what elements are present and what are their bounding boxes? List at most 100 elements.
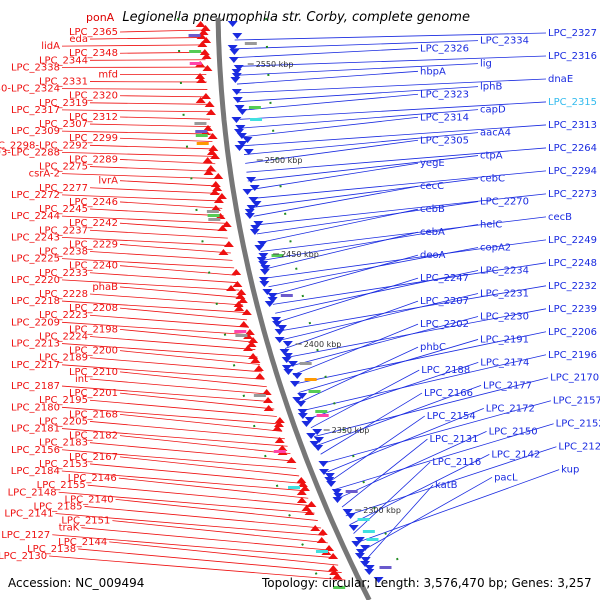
reverse-gene-arrow[interactable]: [232, 97, 243, 103]
left-gene-label[interactable]: LPC_2330-LPC_2324: [0, 84, 60, 95]
right-gene-label[interactable]: hbpA: [420, 66, 446, 77]
reverse-gene-arrow[interactable]: [351, 541, 362, 547]
forward-gene-arrow[interactable]: [198, 29, 209, 35]
forward-gene-arrow[interactable]: [233, 301, 244, 307]
forward-gene-arrow[interactable]: [204, 101, 215, 107]
right-gene-label[interactable]: aacA4: [480, 128, 511, 139]
forward-gene-arrow[interactable]: [299, 485, 310, 491]
reverse-gene-arrow[interactable]: [253, 221, 264, 227]
forward-gene-arrow[interactable]: [306, 501, 317, 507]
reverse-gene-arrow[interactable]: [249, 229, 260, 235]
forward-gene-arrow[interactable]: [304, 509, 315, 515]
forward-gene-arrow[interactable]: [237, 297, 248, 303]
right-gene-label[interactable]: LPC_2234: [480, 265, 529, 276]
forward-gene-arrow[interactable]: [274, 437, 285, 443]
forward-gene-arrow[interactable]: [263, 397, 274, 403]
reverse-gene-arrow[interactable]: [237, 141, 248, 147]
reverse-gene-arrow[interactable]: [258, 253, 269, 259]
right-gene-label[interactable]: LPC_2230: [480, 311, 529, 322]
left-gene-label[interactable]: LPC_2245: [39, 204, 88, 215]
forward-gene-arrow[interactable]: [242, 345, 253, 351]
reverse-gene-arrow[interactable]: [242, 137, 253, 143]
forward-gene-arrow[interactable]: [208, 145, 219, 151]
reverse-gene-arrow[interactable]: [234, 105, 245, 111]
reverse-gene-arrow[interactable]: [248, 197, 259, 203]
reverse-gene-arrow[interactable]: [227, 45, 238, 51]
reverse-gene-arrow[interactable]: [274, 329, 285, 335]
right-gene-label[interactable]: copA2: [480, 243, 511, 254]
left-gene-label[interactable]: LPC_2275: [39, 162, 88, 173]
forward-gene-arrow[interactable]: [297, 481, 308, 487]
right-gene-label[interactable]: LPC_2313: [548, 120, 597, 131]
right-gene-label[interactable]: cebC: [480, 174, 505, 185]
forward-gene-arrow[interactable]: [273, 421, 284, 427]
reverse-gene-arrow[interactable]: [289, 381, 300, 387]
left-gene-label[interactable]: LPC_2365: [69, 27, 118, 38]
forward-gene-arrow[interactable]: [234, 305, 245, 311]
left-gene-label[interactable]: LPC_2233: [39, 268, 88, 279]
forward-gene-arrow[interactable]: [226, 285, 237, 291]
reverse-gene-arrow[interactable]: [313, 445, 324, 451]
reverse-gene-arrow[interactable]: [233, 129, 244, 135]
left-gene-label[interactable]: LPC_2331: [39, 77, 88, 88]
reverse-gene-arrow[interactable]: [287, 361, 298, 367]
forward-gene-arrow[interactable]: [296, 489, 307, 495]
reverse-gene-arrow[interactable]: [279, 349, 290, 355]
reverse-gene-arrow[interactable]: [227, 21, 238, 27]
right-gene-label[interactable]: LPC_2152: [556, 419, 600, 430]
left-gene-label[interactable]: LPC_2289: [69, 154, 118, 165]
left-gene-label[interactable]: mfd: [98, 69, 118, 80]
reverse-gene-arrow[interactable]: [292, 397, 303, 403]
left-gene-label[interactable]: LPC_2338: [11, 62, 60, 73]
left-gene-label[interactable]: LPC_2167: [69, 452, 118, 463]
forward-gene-arrow[interactable]: [201, 37, 212, 43]
forward-gene-arrow[interactable]: [328, 553, 339, 559]
left-gene-label[interactable]: LPC_2185: [33, 501, 82, 512]
left-gene-label[interactable]: LPC_2229: [69, 239, 118, 250]
left-gene-label[interactable]: LPC_2298-LPC_2292: [0, 140, 88, 151]
reverse-gene-arrow[interactable]: [272, 321, 283, 327]
forward-gene-arrow[interactable]: [241, 309, 252, 315]
left-gene-label[interactable]: LPC_2146: [68, 473, 117, 484]
right-gene-label[interactable]: LPC_2191: [480, 334, 529, 345]
right-gene-label[interactable]: cebA: [420, 227, 445, 238]
reverse-gene-arrow[interactable]: [244, 213, 255, 219]
right-gene-label[interactable]: LPC_2305: [420, 135, 469, 146]
forward-gene-arrow[interactable]: [218, 249, 229, 255]
forward-gene-arrow[interactable]: [223, 241, 234, 247]
reverse-gene-arrow[interactable]: [267, 297, 278, 303]
left-gene-label[interactable]: LPC_2224: [39, 331, 88, 342]
reverse-gene-arrow[interactable]: [348, 525, 359, 531]
reverse-gene-arrow[interactable]: [258, 261, 269, 267]
right-gene-label[interactable]: LPC_2315: [548, 97, 597, 108]
left-gene-label[interactable]: LPC_2218: [11, 296, 60, 307]
reverse-gene-arrow[interactable]: [297, 393, 308, 399]
left-gene-label[interactable]: LPC_2317: [11, 105, 60, 116]
left-gene-label[interactable]: LPC_2184: [11, 466, 60, 477]
right-gene-label[interactable]: deoA: [420, 250, 446, 261]
forward-gene-arrow[interactable]: [213, 173, 224, 179]
reverse-gene-arrow[interactable]: [256, 257, 267, 263]
right-gene-label[interactable]: cebB: [420, 204, 445, 215]
right-gene-label[interactable]: LPC_2270: [480, 197, 529, 208]
right-gene-label[interactable]: LPC_2150: [489, 426, 538, 437]
forward-gene-arrow[interactable]: [209, 189, 220, 195]
forward-gene-arrow[interactable]: [231, 269, 242, 275]
right-gene-label[interactable]: LPC_2273: [548, 189, 597, 200]
forward-gene-arrow[interactable]: [203, 169, 214, 175]
forward-gene-arrow[interactable]: [195, 73, 206, 79]
forward-gene-arrow[interactable]: [206, 149, 217, 155]
left-gene-label[interactable]: LPC_2148: [8, 487, 57, 498]
left-gene-label[interactable]: LPC_2277: [39, 183, 88, 194]
forward-gene-arrow[interactable]: [217, 225, 228, 231]
forward-gene-arrow[interactable]: [332, 573, 343, 579]
left-gene-label[interactable]: LPC_2141: [4, 509, 53, 520]
forward-gene-arrow[interactable]: [205, 165, 216, 171]
left-gene-label[interactable]: LPC_2348: [69, 48, 118, 59]
reverse-gene-arrow[interactable]: [312, 429, 323, 435]
left-gene-label[interactable]: LPC_2299: [69, 133, 118, 144]
left-gene-label[interactable]: LPC_2309: [11, 126, 60, 137]
left-gene-label[interactable]: LPC_2238: [39, 247, 88, 258]
forward-gene-arrow[interactable]: [250, 357, 261, 363]
forward-gene-arrow[interactable]: [200, 93, 211, 99]
